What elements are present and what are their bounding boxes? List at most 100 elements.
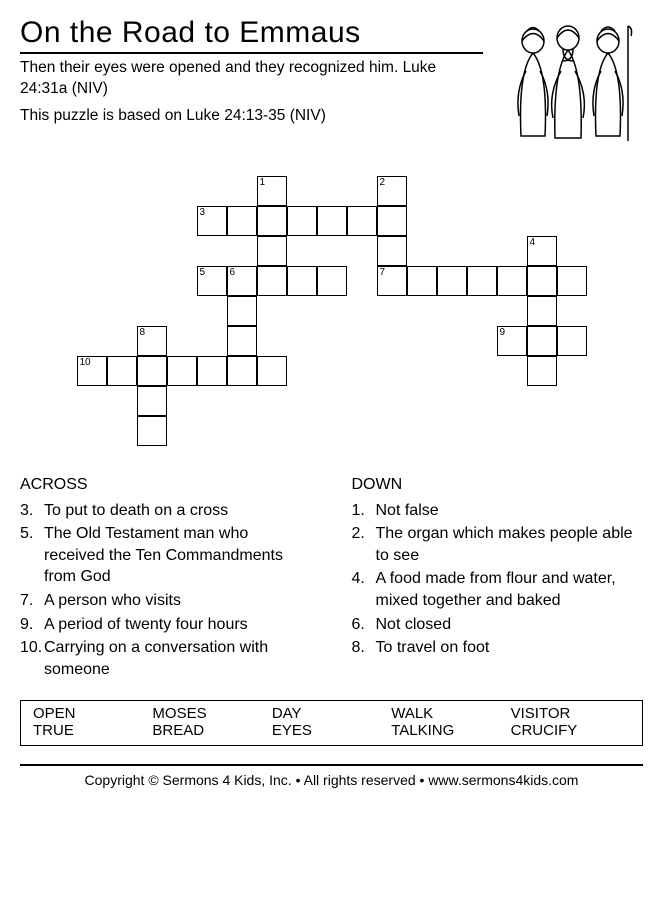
crossword-cell[interactable] xyxy=(557,326,587,356)
across-column: ACROSS 3.To put to death on a cross5.The… xyxy=(20,474,312,682)
cell-number: 3 xyxy=(200,207,206,218)
clue-item: 3.To put to death on a cross xyxy=(20,500,312,522)
crossword-cell[interactable]: 1 xyxy=(257,176,287,206)
cell-number: 1 xyxy=(260,177,266,188)
clue-item: 4.A food made from flour and water, mixe… xyxy=(352,568,644,611)
clue-number: 6. xyxy=(352,614,376,636)
clue-item: 2.The organ which makes people able to s… xyxy=(352,523,644,566)
cell-number: 4 xyxy=(530,237,536,248)
down-column: DOWN 1.Not false2.The organ which makes … xyxy=(352,474,644,682)
wordbank-word: DAY xyxy=(272,705,391,722)
crossword-cell[interactable] xyxy=(467,266,497,296)
crossword-cell[interactable] xyxy=(527,266,557,296)
crossword-wrap: 1 2 3 4 5 6 7 8 9 10 xyxy=(20,176,643,446)
crossword-cell[interactable]: 4 xyxy=(527,236,557,266)
crossword-cell[interactable] xyxy=(227,206,257,236)
clues-section: ACROSS 3.To put to death on a cross5.The… xyxy=(20,474,643,682)
crossword-cell[interactable]: 6 xyxy=(227,266,257,296)
crossword-cell[interactable]: 8 xyxy=(137,326,167,356)
clue-number: 5. xyxy=(20,523,44,588)
crossword-cell[interactable] xyxy=(257,236,287,266)
crossword-cell[interactable]: 5 xyxy=(197,266,227,296)
clue-text: To put to death on a cross xyxy=(44,500,228,522)
crossword-cell[interactable] xyxy=(227,356,257,386)
word-bank: OPENMOSESDAYWALKVISITORTRUEBREADEYESTALK… xyxy=(20,700,643,746)
crossword-cell[interactable] xyxy=(347,206,377,236)
clue-item: 8.To travel on foot xyxy=(352,637,644,659)
crossword-cell[interactable]: 7 xyxy=(377,266,407,296)
wordbank-word: EYES xyxy=(272,722,391,739)
clue-number: 1. xyxy=(352,500,376,522)
cell-number: 7 xyxy=(380,267,386,278)
crossword-cell[interactable] xyxy=(527,326,557,356)
clue-text: Not false xyxy=(376,500,439,522)
wordbank-word: TRUE xyxy=(33,722,152,739)
crossword-cell[interactable] xyxy=(287,266,317,296)
crossword-cell[interactable]: 2 xyxy=(377,176,407,206)
wordbank-row: OPENMOSESDAYWALKVISITOR xyxy=(33,705,630,722)
crossword-cell[interactable] xyxy=(497,266,527,296)
crossword-cell[interactable] xyxy=(197,356,227,386)
crossword-cell[interactable] xyxy=(257,266,287,296)
clue-item: 6.Not closed xyxy=(352,614,644,636)
cell-number: 5 xyxy=(200,267,206,278)
crossword-cell[interactable] xyxy=(317,206,347,236)
cell-number: 9 xyxy=(500,327,506,338)
crossword-cell[interactable] xyxy=(107,356,137,386)
crossword-cell[interactable]: 3 xyxy=(197,206,227,236)
cell-number: 6 xyxy=(230,267,236,278)
crossword-cell[interactable] xyxy=(377,206,407,236)
crossword-cell[interactable] xyxy=(167,356,197,386)
down-list: 1.Not false2.The organ which makes peopl… xyxy=(352,500,644,659)
crossword-cell[interactable] xyxy=(407,266,437,296)
crossword-cell[interactable] xyxy=(557,266,587,296)
clue-number: 3. xyxy=(20,500,44,522)
clue-item: 7.A person who visits xyxy=(20,590,312,612)
across-heading: ACROSS xyxy=(20,474,312,496)
clue-number: 9. xyxy=(20,614,44,636)
crossword-cell[interactable] xyxy=(257,206,287,236)
clue-text: A person who visits xyxy=(44,590,181,612)
wordbank-word: CRUCIFY xyxy=(511,722,630,739)
crossword-cell[interactable]: 9 xyxy=(497,326,527,356)
crossword-cell[interactable] xyxy=(137,356,167,386)
clue-number: 7. xyxy=(20,590,44,612)
header-text: On the Road to Emmaus Then their eyes we… xyxy=(20,16,483,133)
clue-number: 4. xyxy=(352,568,376,611)
wordbank-word: MOSES xyxy=(152,705,271,722)
page-title: On the Road to Emmaus xyxy=(20,16,483,54)
across-list: 3.To put to death on a cross5.The Old Te… xyxy=(20,500,312,681)
crossword-grid: 1 2 3 4 5 6 7 8 9 10 xyxy=(77,176,587,446)
wordbank-row: TRUEBREADEYESTALKINGCRUCIFY xyxy=(33,722,630,739)
clue-text: The organ which makes people able to see xyxy=(376,523,644,566)
crossword-cell[interactable] xyxy=(137,386,167,416)
clue-number: 10. xyxy=(20,637,44,680)
crossword-cell[interactable] xyxy=(527,296,557,326)
wordbank-word: TALKING xyxy=(391,722,510,739)
crossword-cell[interactable] xyxy=(227,296,257,326)
crossword-cell[interactable] xyxy=(227,326,257,356)
wordbank-word: WALK xyxy=(391,705,510,722)
clue-number: 2. xyxy=(352,523,376,566)
verse-subtitle: Then their eyes were opened and they rec… xyxy=(20,58,483,100)
cell-number: 10 xyxy=(80,357,91,368)
crossword-cell[interactable] xyxy=(257,356,287,386)
crossword-cell[interactable] xyxy=(317,266,347,296)
wordbank-word: VISITOR xyxy=(511,705,630,722)
clue-number: 8. xyxy=(352,637,376,659)
cell-number: 8 xyxy=(140,327,146,338)
cell-number: 2 xyxy=(380,177,386,188)
clue-text: Not closed xyxy=(376,614,452,636)
crossword-cell[interactable]: 10 xyxy=(77,356,107,386)
clue-item: 10.Carrying on a conversation with someo… xyxy=(20,637,312,680)
crossword-cell[interactable] xyxy=(527,356,557,386)
crossword-cell[interactable] xyxy=(287,206,317,236)
header-row: On the Road to Emmaus Then their eyes we… xyxy=(20,16,643,156)
clue-text: The Old Testament man who received the T… xyxy=(44,523,312,588)
puzzle-basis: This puzzle is based on Luke 24:13-35 (N… xyxy=(20,106,483,127)
wordbank-word: BREAD xyxy=(152,722,271,739)
crossword-cell[interactable] xyxy=(437,266,467,296)
crossword-cell[interactable] xyxy=(377,236,407,266)
clue-text: A period of twenty four hours xyxy=(44,614,248,636)
crossword-cell[interactable] xyxy=(137,416,167,446)
